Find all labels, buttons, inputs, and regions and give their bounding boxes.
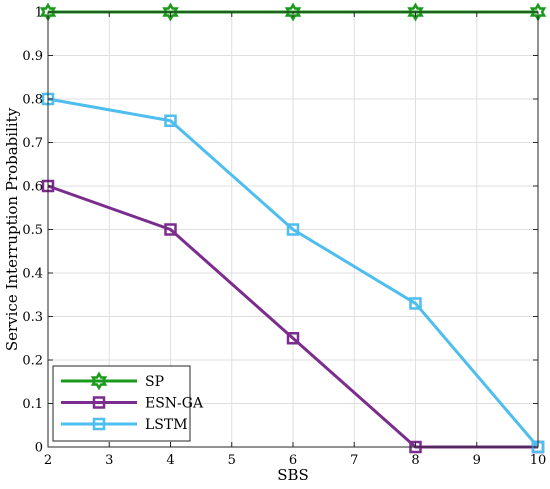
legend-marker: [92, 396, 106, 409]
legend: SP ESN-GA LSTM: [52, 365, 204, 442]
x-tick-label: 7: [350, 453, 358, 468]
y-tick-label: 0.4: [22, 267, 43, 282]
y-tick-label: 0.3: [22, 310, 43, 325]
x-tick-label: 3: [105, 453, 113, 468]
x-tick-label: 6: [289, 453, 297, 468]
x-tick-label: 8: [411, 453, 419, 468]
legend-label: SP: [145, 374, 164, 390]
y-tick-label: 0.6: [22, 180, 43, 195]
data-point-marker: [407, 2, 424, 22]
x-tick-label: 5: [228, 453, 236, 468]
y-tick-label: 0.1: [22, 397, 43, 412]
x-tick-label: 2: [44, 453, 52, 468]
legend-entry-lstm: LSTM: [61, 417, 188, 433]
y-tick-label: 0.5: [22, 223, 43, 238]
legend-entry-sp: SP: [61, 371, 164, 391]
data-point-marker: [286, 332, 300, 345]
x-tick-label: 10: [530, 453, 547, 468]
data-point-marker: [284, 2, 302, 22]
data-point-marker: [164, 223, 177, 236]
legend-label: ESN-GA: [145, 396, 204, 412]
series-line: [47, 97, 540, 448]
x-tick-label: 9: [473, 453, 481, 468]
y-tick-label: 0.7: [22, 136, 43, 151]
y-tick-label: 0.8: [22, 93, 43, 108]
y-tick-label: 0.9: [22, 49, 43, 64]
x-tick-label: 4: [166, 453, 174, 468]
data-point-marker: [286, 223, 300, 236]
data-point-marker: [162, 2, 179, 22]
x-axis-label: SBS: [277, 466, 309, 484]
y-tick-label: 1: [35, 6, 43, 21]
legend-entry-esn-ga: ESN-GA: [61, 396, 204, 412]
y-tick-label: 0.2: [22, 354, 43, 369]
tick-labels: 2 3 4 5 6 7 8 9 10 0 0.1 0.2 0.3 0.4 0.5 0.6 0.7 0.8 0.9 1: [22, 6, 546, 469]
y-tick-label: 0: [35, 441, 43, 456]
y-axis-label: Service Interruption Probability: [3, 107, 21, 351]
legend-marker: [92, 417, 106, 431]
data-point-marker: [164, 114, 177, 127]
tick-marks: [47, 11, 539, 448]
legend-marker: [90, 371, 108, 391]
legend-label: LSTM: [145, 417, 188, 433]
data-point-marker: [409, 297, 422, 310]
